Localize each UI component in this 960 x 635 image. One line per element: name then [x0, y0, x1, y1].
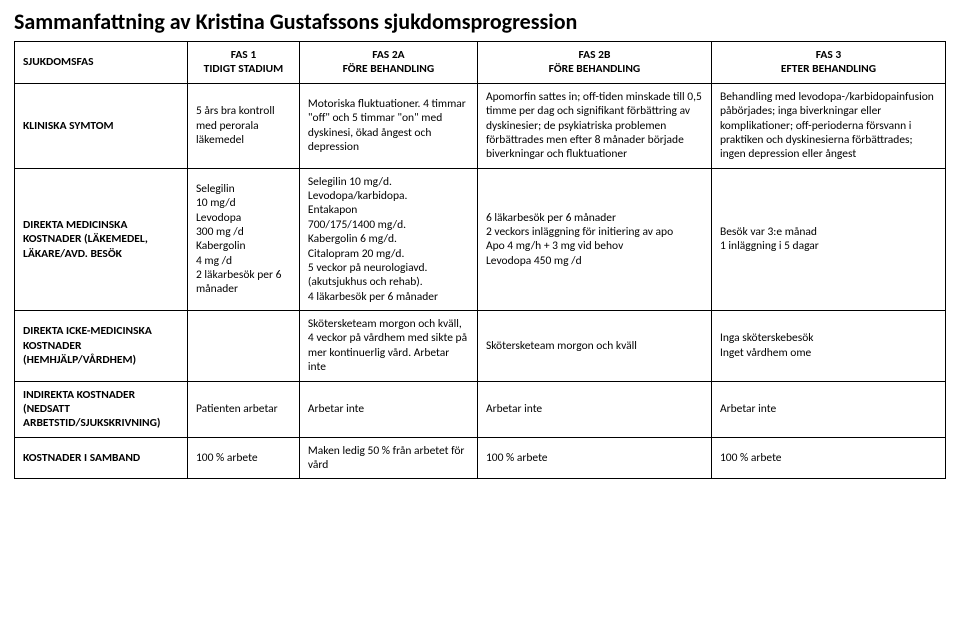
cell: 100 % arbete	[187, 437, 299, 479]
cell: Skötersketeam morgon och kväll	[477, 311, 711, 382]
row-label-samband: KOSTNADER I SAMBAND	[15, 437, 188, 479]
header-phase1: FAS 1TIDIGT STADIUM	[187, 42, 299, 84]
cell	[187, 311, 299, 382]
cell: Selegilin10 mg/dLevodopa300 mg /dKabergo…	[187, 168, 299, 310]
table-row: KLINISKA SYMTOM 5 års bra kontroll med p…	[15, 83, 946, 168]
table-row: KOSTNADER I SAMBAND 100 % arbete Maken l…	[15, 437, 946, 479]
cell: Besök var 3:e månad1 inläggning i 5 daga…	[711, 168, 945, 310]
cell: Maken ledig 50 % från arbetet för vård	[299, 437, 477, 479]
page-title: Sammanfattning av Kristina Gustafssons s…	[14, 8, 946, 35]
header-rowlabel: SJUKDOMSFAS	[15, 42, 188, 84]
cell: Arbetar inte	[711, 381, 945, 437]
cell: Apomorfin sattes in; off-tiden minskade …	[477, 83, 711, 168]
table-row: DIREKTA ICKE-MEDICINSKA KOSTNADER (HEMHJ…	[15, 311, 946, 382]
cell: 6 läkarbesök per 6 månader2 veckors inlä…	[477, 168, 711, 310]
table-row: DIREKTA MEDICINSKA KOSTNADER (LÄKEMEDEL,…	[15, 168, 946, 310]
cell: 5 års bra kontroll med perorala läkemede…	[187, 83, 299, 168]
header-phase2a: FAS 2AFÖRE BEHANDLING	[299, 42, 477, 84]
cell: Skötersketeam morgon och kväll, 4 veckor…	[299, 311, 477, 382]
cell: Inga sköterskebesökInget vårdhem ome	[711, 311, 945, 382]
row-label-symtom: KLINISKA SYMTOM	[15, 83, 188, 168]
cell: Arbetar inte	[477, 381, 711, 437]
cell: Behandling med levodopa-/karbidopainfusi…	[711, 83, 945, 168]
header-phase2b: FAS 2BFÖRE BEHANDLING	[477, 42, 711, 84]
progression-table: SJUKDOMSFAS FAS 1TIDIGT STADIUM FAS 2AFÖ…	[14, 41, 946, 479]
cell: Motoriska fluktuationer. 4 timmar "off" …	[299, 83, 477, 168]
document-page: Sammanfattning av Kristina Gustafssons s…	[0, 0, 960, 487]
row-label-direkta-med: DIREKTA MEDICINSKA KOSTNADER (LÄKEMEDEL,…	[15, 168, 188, 310]
row-label-indirekta: INDIREKTA KOSTNADER (NEDSATT ARBETSTID/S…	[15, 381, 188, 437]
table-header-row: SJUKDOMSFAS FAS 1TIDIGT STADIUM FAS 2AFÖ…	[15, 42, 946, 84]
cell: Arbetar inte	[299, 381, 477, 437]
cell: 100 % arbete	[477, 437, 711, 479]
row-label-direkta-icke: DIREKTA ICKE-MEDICINSKA KOSTNADER (HEMHJ…	[15, 311, 188, 382]
cell: Selegilin 10 mg/d.Levodopa/karbidopa.Ent…	[299, 168, 477, 310]
header-phase3: FAS 3EFTER BEHANDLING	[711, 42, 945, 84]
cell: Patienten arbetar	[187, 381, 299, 437]
cell: 100 % arbete	[711, 437, 945, 479]
table-row: INDIREKTA KOSTNADER (NEDSATT ARBETSTID/S…	[15, 381, 946, 437]
